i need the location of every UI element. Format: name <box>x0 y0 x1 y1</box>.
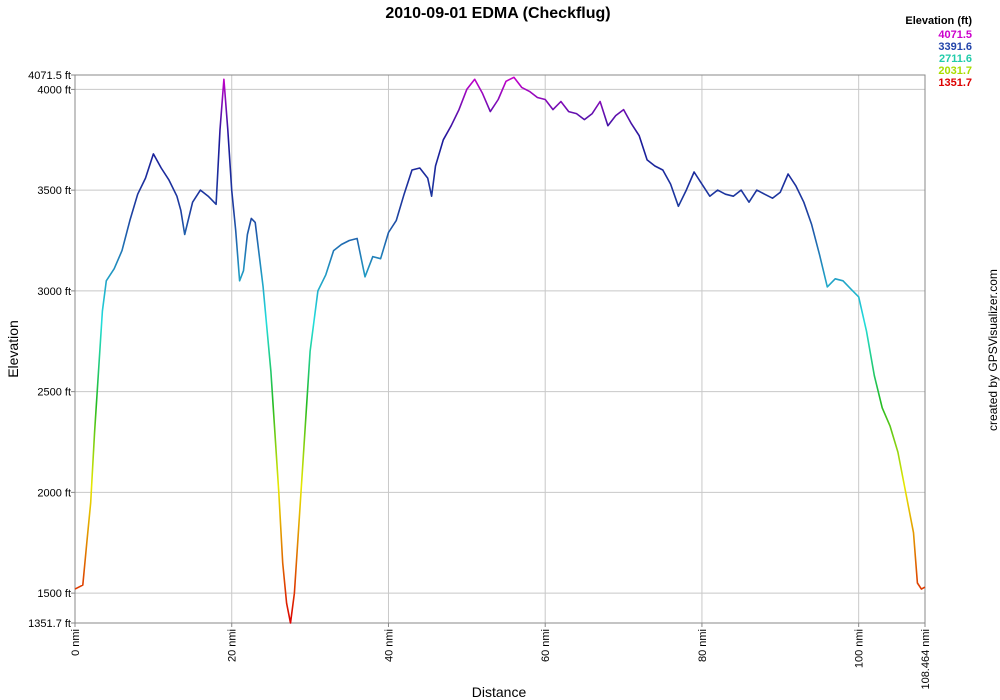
x-tick-label: 108.464 nmi <box>920 629 932 690</box>
x-tick-label: 80 nmi <box>697 629 709 662</box>
legend-entry: 2031.7 <box>938 65 972 77</box>
y-tick-label: 3500 ft <box>37 185 71 197</box>
legend-entry: 1351.7 <box>938 77 972 89</box>
legend-title: Elevation (ft) <box>905 15 972 27</box>
x-tick-label: 60 nmi <box>540 629 552 662</box>
legend-entry: 4071.5 <box>938 29 972 41</box>
x-axis-label: Distance <box>472 684 527 700</box>
y-tick-label: 2500 ft <box>37 387 71 399</box>
x-tick-label: 100 nmi <box>854 629 866 668</box>
elevation-series-line <box>74 76 926 624</box>
grid-lines <box>74 74 926 624</box>
credit-text: created by GPSVisualizer.com <box>986 269 1000 431</box>
y-tick-label: 3000 ft <box>37 286 71 298</box>
chart-title: 2010-09-01 EDMA (Checkflug) <box>385 5 610 22</box>
y-tick-label: 4071.5 ft <box>28 70 71 82</box>
legend-entry: 3391.6 <box>938 41 972 53</box>
plot-frame <box>74 74 926 624</box>
y-axis-label: Elevation <box>5 320 21 378</box>
x-tick-label: 0 nmi <box>70 629 82 656</box>
legend-entry: 2711.6 <box>939 53 972 65</box>
y-tick-label: 2000 ft <box>37 487 71 499</box>
y-tick-label: 4000 ft <box>37 84 71 96</box>
y-tick-label: 1351.7 ft <box>28 618 71 630</box>
y-tick-label: 1500 ft <box>37 588 71 600</box>
x-axis-ticks: 0 nmi 20 nmi 40 nmi 60 nmi 80 nmi 100 nmi 108.… <box>70 623 932 690</box>
x-tick-label: 20 nmi <box>227 629 239 662</box>
x-tick-label: 40 nmi <box>383 629 395 662</box>
legend: Elevation (ft) 4071.53391.62711.62031.71… <box>905 15 972 89</box>
y-axis-ticks: 1351.7 ft 1500 ft 2000 ft 2500 ft 3000 ft 350… <box>28 70 75 630</box>
